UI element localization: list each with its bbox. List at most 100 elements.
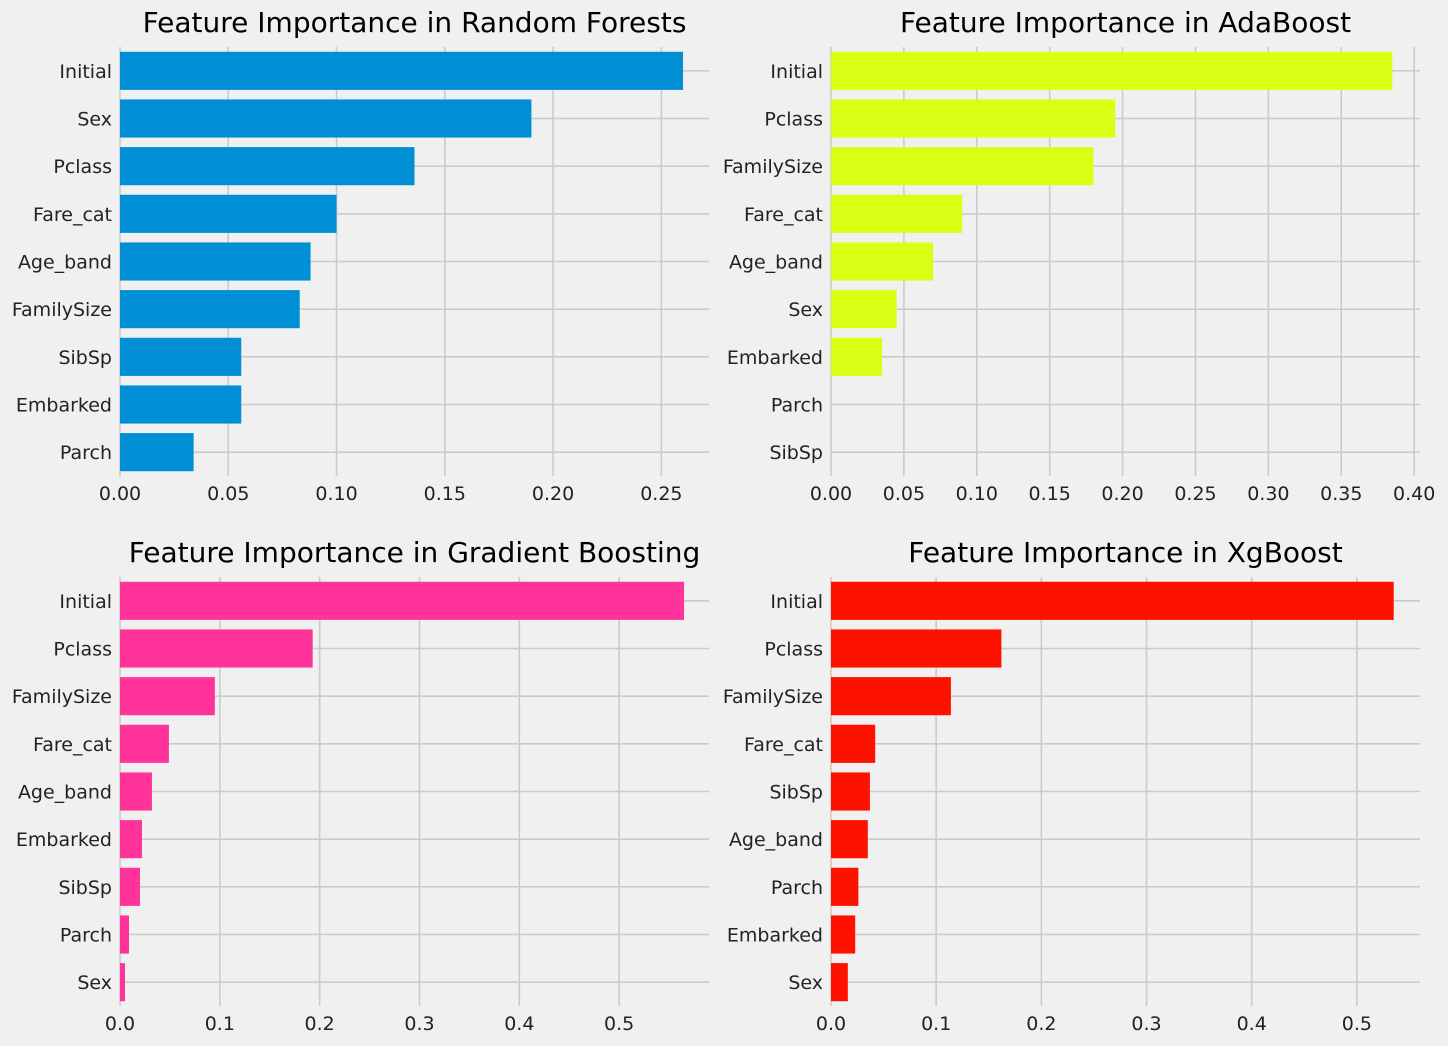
bar-pclass xyxy=(831,99,1116,138)
y-tick-label: Fare_cat xyxy=(744,204,823,226)
bar-parch xyxy=(120,915,129,954)
x-tick-label: 0.00 xyxy=(99,483,141,505)
y-tick-label: Sex xyxy=(788,299,823,321)
y-tick-label: Pclass xyxy=(764,639,823,661)
x-tick-label: 0.2 xyxy=(1026,1013,1056,1035)
y-tick-label: Parch xyxy=(771,395,823,417)
bar-age-band xyxy=(831,820,868,859)
bar-fare-cat xyxy=(831,724,876,763)
y-tick-label: SibSp xyxy=(769,782,823,804)
y-tick-label: Age_band xyxy=(18,782,112,804)
y-tick-label: Initial xyxy=(770,591,823,613)
x-tick-label: 0.20 xyxy=(1101,483,1143,505)
x-tick-label: 0.1 xyxy=(205,1013,235,1035)
chart-panel-2: 0.00 0.05 0.10 0.15 0.20 0.25 0.30 0.35 0.40 Init… xyxy=(723,6,1435,505)
y-tick-label: Age_band xyxy=(729,252,823,274)
chart-title: Feature Importance in XgBoost xyxy=(908,536,1343,569)
x-tick-label: 0.0 xyxy=(105,1013,135,1035)
y-tick-label: Pclass xyxy=(53,156,112,178)
bar-fare-cat xyxy=(120,194,337,233)
y-tick-label: Initial xyxy=(59,591,112,613)
y-tick-label: SibSp xyxy=(769,442,823,464)
bar-pclass xyxy=(120,147,415,186)
x-tick-label: 0.10 xyxy=(956,483,998,505)
x-tick-label: 0.2 xyxy=(305,1013,335,1035)
bar-sex xyxy=(831,290,897,329)
x-tick-label: 0.0 xyxy=(816,1013,846,1035)
bar-age-band xyxy=(831,242,934,281)
x-tick-label: 0.1 xyxy=(921,1013,951,1035)
y-tick-label: SibSp xyxy=(58,347,112,369)
y-tick-label: Age_band xyxy=(729,829,823,851)
bar-parch xyxy=(120,433,194,472)
chart-panel-1: 0.00 0.05 0.10 0.15 0.20 0.25 Initial Sex Pclass… xyxy=(12,6,709,505)
bar-familysize xyxy=(120,290,300,329)
chart-title: Feature Importance in AdaBoost xyxy=(900,6,1351,39)
bar-sibsp xyxy=(120,337,242,376)
x-tick-label: 0.20 xyxy=(532,483,574,505)
x-tick-label: 0.4 xyxy=(1237,1013,1267,1035)
bar-embarked xyxy=(120,820,142,859)
x-tick-label: 0.05 xyxy=(207,483,249,505)
y-tick-label: Fare_cat xyxy=(33,734,112,756)
bar-familysize xyxy=(120,677,215,716)
bar-sex xyxy=(120,99,532,138)
x-tick-label: 0.40 xyxy=(1393,483,1435,505)
y-tick-label: FamilySize xyxy=(12,299,112,321)
x-tick-label: 0.35 xyxy=(1320,483,1362,505)
bar-initial xyxy=(831,51,1393,90)
y-tick-label: FamilySize xyxy=(723,686,823,708)
bar-pclass xyxy=(120,629,313,668)
bar-parch xyxy=(831,867,859,906)
x-tick-label: 0.25 xyxy=(640,483,682,505)
x-tick-label: 0.15 xyxy=(1029,483,1071,505)
y-tick-label: Embarked xyxy=(16,829,112,851)
x-tick-label: 0.30 xyxy=(1247,483,1289,505)
bar-sibsp xyxy=(120,867,140,906)
bar-fare-cat xyxy=(831,194,963,233)
y-tick-label: Embarked xyxy=(727,925,823,947)
bar-sex xyxy=(831,963,848,1002)
y-tick-label: Fare_cat xyxy=(744,734,823,756)
bar-sibsp xyxy=(831,772,870,811)
bar-sex xyxy=(120,963,125,1002)
bar-age-band xyxy=(120,242,311,281)
bar-initial xyxy=(831,581,1394,620)
bar-familysize xyxy=(831,677,951,716)
y-tick-label: Parch xyxy=(771,877,823,899)
y-tick-label: Age_band xyxy=(18,252,112,274)
x-tick-label: 0.4 xyxy=(504,1013,534,1035)
y-tick-label: Embarked xyxy=(16,395,112,417)
bar-familysize xyxy=(831,147,1094,186)
chart-panel-4: 0.0 0.1 0.2 0.3 0.4 0.5 Initial Pclass FamilySiz… xyxy=(723,536,1420,1035)
chart-title: Feature Importance in Random Forests xyxy=(143,6,687,39)
x-tick-label: 0.25 xyxy=(1174,483,1216,505)
chart-title: Feature Importance in Gradient Boosting xyxy=(129,536,701,569)
bar-initial xyxy=(120,581,685,620)
y-tick-label: Sex xyxy=(788,972,823,994)
x-tick-label: 0.00 xyxy=(810,483,852,505)
y-tick-label: Parch xyxy=(60,442,112,464)
x-tick-label: 0.3 xyxy=(1131,1013,1161,1035)
y-tick-label: Initial xyxy=(59,61,112,83)
y-tick-label: Sex xyxy=(77,109,112,131)
x-tick-label: 0.5 xyxy=(1342,1013,1372,1035)
y-tick-label: FamilySize xyxy=(723,156,823,178)
y-tick-label: Pclass xyxy=(53,639,112,661)
y-tick-label: SibSp xyxy=(58,877,112,899)
bar-initial xyxy=(120,51,684,90)
x-tick-label: 0.10 xyxy=(315,483,357,505)
bar-pclass xyxy=(831,629,1002,668)
y-tick-label: Sex xyxy=(77,972,112,994)
y-tick-label: Embarked xyxy=(727,347,823,369)
x-tick-label: 0.05 xyxy=(883,483,925,505)
bar-fare-cat xyxy=(120,724,169,763)
y-tick-label: Initial xyxy=(770,61,823,83)
y-tick-label: FamilySize xyxy=(12,686,112,708)
x-tick-label: 0.15 xyxy=(424,483,466,505)
x-tick-label: 0.3 xyxy=(404,1013,434,1035)
x-tick-label: 0.5 xyxy=(604,1013,634,1035)
bar-embarked xyxy=(120,385,242,424)
bar-age-band xyxy=(120,772,152,811)
